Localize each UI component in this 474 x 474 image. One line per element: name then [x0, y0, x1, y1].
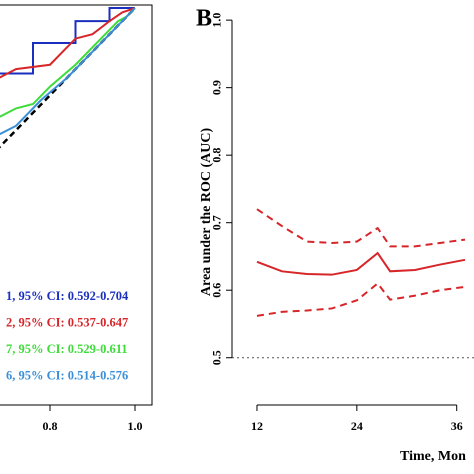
y-tick-label: 0.7: [210, 215, 224, 230]
y-axis-label: Area under the ROC (AUC): [199, 128, 214, 297]
series-line: [0, 7, 136, 118]
series-line: [256, 208, 466, 248]
y-tick-label: 0.6: [210, 283, 224, 298]
x-tick-label: 24: [351, 419, 363, 433]
y-tick-label: 1.0: [210, 13, 224, 28]
series-line: [0, 7, 136, 79]
y-tick-label: 0.9: [210, 80, 224, 95]
x-tick-label: 1.0: [128, 419, 143, 433]
x-axis-label: Time, Mon: [400, 449, 466, 464]
series-line: [0, 7, 136, 136]
legend-label: 1, 95% CI: 0.592-0.704: [6, 289, 129, 303]
legend-label: 2, 95% CI: 0.537-0.647: [6, 315, 128, 329]
y-tick-label: 0.8: [210, 148, 224, 163]
y-tick-label: 0.5: [210, 350, 224, 365]
series-line: [0, 7, 135, 75]
panel-label: B: [196, 6, 212, 32]
x-tick-label: 0.8: [43, 419, 58, 433]
plot-box: [0, 4, 153, 406]
series-line: [256, 251, 466, 276]
legend-label: 6, 95% CI: 0.514-0.576: [6, 368, 128, 382]
series-line: [256, 282, 466, 317]
x-tick-label: 12: [251, 419, 263, 433]
legend-label: 7, 95% CI: 0.529-0.611: [6, 342, 128, 356]
x-tick-label: 36: [451, 419, 463, 433]
